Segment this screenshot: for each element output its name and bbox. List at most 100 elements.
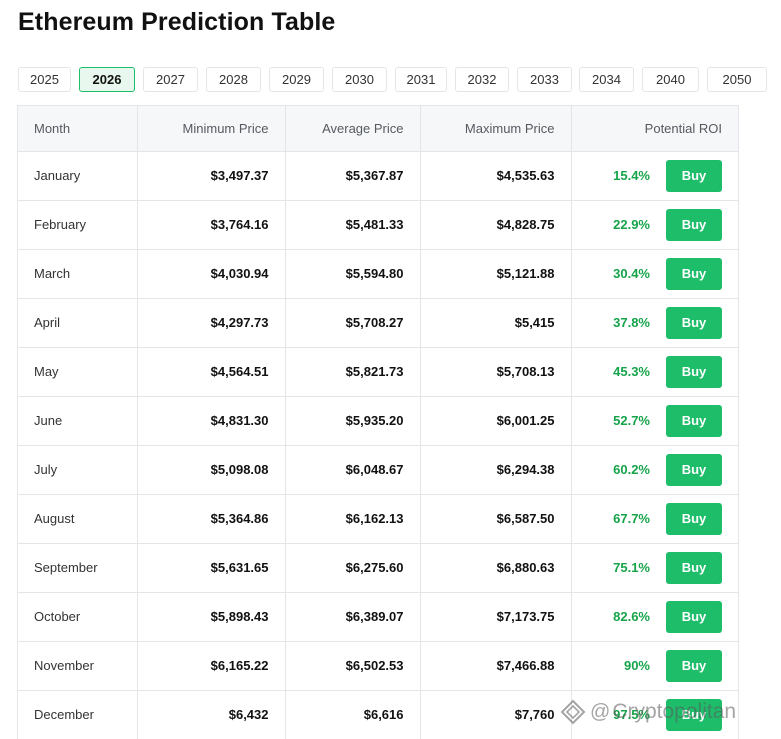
minimum-price-cell: $4,297.73 xyxy=(136,298,285,348)
buy-button[interactable]: Buy xyxy=(666,159,722,192)
minimum-price-cell: $6,165.22 xyxy=(136,641,285,691)
table-row: September $5,631.65 $6,275.60 $6,880.63 75.1… xyxy=(18,543,738,593)
table-row: January $3,497.37 $5,367.87 $4,535.63 15.4% B… xyxy=(18,151,738,201)
roi-value: 60.2% xyxy=(613,462,650,477)
month-cell: February xyxy=(18,200,137,250)
table-row: May $4,564.51 $5,821.73 $5,708.13 45.3% Buy xyxy=(18,347,738,397)
potential-roi-cell: 75.1% Buy xyxy=(570,543,738,593)
month-cell: January xyxy=(18,151,137,201)
year-tab-2028[interactable]: 2028 xyxy=(206,67,261,92)
average-price-cell: $6,275.60 xyxy=(284,543,420,593)
potential-roi-cell: 67.7% Buy xyxy=(570,494,738,544)
minimum-price-cell: $4,831.30 xyxy=(136,396,285,446)
month-cell: May xyxy=(18,347,137,397)
maximum-price-cell: $5,121.88 xyxy=(419,249,571,299)
potential-roi-cell: 30.4% Buy xyxy=(570,249,738,299)
year-tabs: 2025 2026 2027 2028 2029 2030 2031 2032 2033 2034… xyxy=(18,67,781,94)
buy-button[interactable]: Buy xyxy=(666,208,722,241)
maximum-price-cell: $5,708.13 xyxy=(419,347,571,397)
roi-value: 90% xyxy=(623,658,650,673)
year-tab-2031[interactable]: 2031 xyxy=(395,67,447,92)
year-tab-2025[interactable]: 2025 xyxy=(18,67,71,92)
year-tab-2034[interactable]: 2034 xyxy=(579,67,634,92)
maximum-price-cell: $5,415 xyxy=(419,298,571,348)
maximum-price-cell: $6,001.25 xyxy=(419,396,571,446)
average-price-cell: $5,821.73 xyxy=(284,347,420,397)
month-cell: September xyxy=(18,543,137,593)
maximum-price-cell: $7,466.88 xyxy=(419,641,571,691)
table-row: November $6,165.22 $6,502.53 $7,466.88 90% Bu… xyxy=(18,641,738,691)
table-row: December $6,432 $6,616 $7,760 97.5% Buy xyxy=(18,690,738,739)
buy-button[interactable]: Buy xyxy=(666,355,722,388)
buy-button[interactable]: Buy xyxy=(666,257,722,290)
year-tab-2040[interactable]: 2040 xyxy=(642,67,699,92)
column-header-minimum-price: Minimum Price xyxy=(136,106,285,152)
table-row: February $3,764.16 $5,481.33 $4,828.75 22.9%… xyxy=(18,200,738,250)
buy-button[interactable]: Buy xyxy=(666,551,722,584)
potential-roi-cell: 97.5% Buy xyxy=(570,690,738,739)
year-tab-2033[interactable]: 2033 xyxy=(517,67,572,92)
minimum-price-cell: $5,631.65 xyxy=(136,543,285,593)
year-tab-2029[interactable]: 2029 xyxy=(269,67,324,92)
maximum-price-cell: $6,294.38 xyxy=(419,445,571,495)
month-cell: June xyxy=(18,396,137,446)
table-row: April $4,297.73 $5,708.27 $5,415 37.8% Buy xyxy=(18,298,738,348)
month-cell: December xyxy=(18,690,137,739)
minimum-price-cell: $5,364.86 xyxy=(136,494,285,544)
average-price-cell: $5,594.80 xyxy=(284,249,420,299)
roi-value: 75.1% xyxy=(613,560,650,575)
roi-value: 45.3% xyxy=(613,364,650,379)
year-tab-2050[interactable]: 2050 xyxy=(707,67,767,92)
roi-value: 67.7% xyxy=(613,511,650,526)
maximum-price-cell: $6,880.63 xyxy=(419,543,571,593)
year-tab-2026[interactable]: 2026 xyxy=(79,67,135,92)
roi-value: 15.4% xyxy=(613,168,650,183)
buy-button[interactable]: Buy xyxy=(666,600,722,633)
buy-button[interactable]: Buy xyxy=(666,404,722,437)
average-price-cell: $6,162.13 xyxy=(284,494,420,544)
average-price-cell: $6,389.07 xyxy=(284,592,420,642)
minimum-price-cell: $4,030.94 xyxy=(136,249,285,299)
buy-button[interactable]: Buy xyxy=(666,306,722,339)
potential-roi-cell: 90% Buy xyxy=(570,641,738,691)
column-header-maximum-price: Maximum Price xyxy=(419,106,571,152)
year-tab-2032[interactable]: 2032 xyxy=(455,67,509,92)
minimum-price-cell: $4,564.51 xyxy=(136,347,285,397)
year-tab-2027[interactable]: 2027 xyxy=(143,67,198,92)
potential-roi-cell: 60.2% Buy xyxy=(570,445,738,495)
roi-value: 22.9% xyxy=(613,217,650,232)
average-price-cell: $6,048.67 xyxy=(284,445,420,495)
roi-value: 82.6% xyxy=(613,609,650,624)
month-cell: August xyxy=(18,494,137,544)
average-price-cell: $5,935.20 xyxy=(284,396,420,446)
minimum-price-cell: $5,098.08 xyxy=(136,445,285,495)
column-header-potential-roi: Potential ROI xyxy=(570,106,738,152)
table-row: March $4,030.94 $5,594.80 $5,121.88 30.4% Buy xyxy=(18,249,738,299)
buy-button[interactable]: Buy xyxy=(666,502,722,535)
average-price-cell: $5,708.27 xyxy=(284,298,420,348)
buy-button[interactable]: Buy xyxy=(666,698,722,731)
buy-button[interactable]: Buy xyxy=(666,649,722,682)
prediction-table-container: Month Minimum Price Average Price Maximu… xyxy=(17,105,739,739)
table-body: January $3,497.37 $5,367.87 $4,535.63 15.4% B… xyxy=(18,151,738,739)
minimum-price-cell: $5,898.43 xyxy=(136,592,285,642)
month-cell: November xyxy=(18,641,137,691)
roi-value: 97.5% xyxy=(613,707,650,722)
table-row: June $4,831.30 $5,935.20 $6,001.25 52.7% Buy xyxy=(18,396,738,446)
potential-roi-cell: 22.9% Buy xyxy=(570,200,738,250)
month-cell: October xyxy=(18,592,137,642)
maximum-price-cell: $6,587.50 xyxy=(419,494,571,544)
table-header-row: Month Minimum Price Average Price Maximu… xyxy=(18,106,738,152)
minimum-price-cell: $3,497.37 xyxy=(136,151,285,201)
potential-roi-cell: 45.3% Buy xyxy=(570,347,738,397)
month-cell: July xyxy=(18,445,137,495)
table-row: July $5,098.08 $6,048.67 $6,294.38 60.2% Buy xyxy=(18,445,738,495)
maximum-price-cell: $7,173.75 xyxy=(419,592,571,642)
maximum-price-cell: $4,535.63 xyxy=(419,151,571,201)
average-price-cell: $5,367.87 xyxy=(284,151,420,201)
year-tab-2030[interactable]: 2030 xyxy=(332,67,387,92)
column-header-month: Month xyxy=(18,106,137,152)
buy-button[interactable]: Buy xyxy=(666,453,722,486)
average-price-cell: $6,502.53 xyxy=(284,641,420,691)
column-header-average-price: Average Price xyxy=(284,106,420,152)
